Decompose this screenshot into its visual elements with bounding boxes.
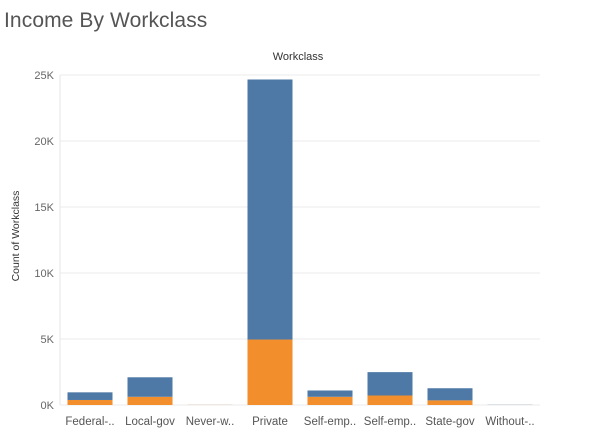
bar-segment-orange[interactable] xyxy=(307,396,353,405)
bar-segment-blue[interactable] xyxy=(247,79,293,340)
bar-segment-orange[interactable] xyxy=(127,396,173,405)
y-tick-label: 20K xyxy=(34,136,54,148)
bar-segment-blue[interactable] xyxy=(127,377,173,397)
page-title: Income By Workclass xyxy=(4,9,208,32)
x-tick-label: State-gov xyxy=(425,416,474,428)
y-tick-label: 15K xyxy=(34,202,54,214)
x-axis-title: Workclass xyxy=(273,51,324,63)
x-tick-label: Local-gov xyxy=(125,416,175,428)
y-tick-label: 25K xyxy=(34,70,54,82)
y-tick-label: 0K xyxy=(41,400,55,412)
bar-segment-orange[interactable] xyxy=(427,400,473,405)
y-tick-label: 10K xyxy=(34,268,54,280)
bar-segment-blue[interactable] xyxy=(367,372,413,396)
x-tick-label: Without-.. xyxy=(485,416,534,428)
x-tick-label: Self-emp.. xyxy=(364,416,416,428)
grid-lines xyxy=(59,74,540,406)
bar-segment-orange[interactable] xyxy=(367,395,413,405)
bar-segment-orange[interactable] xyxy=(67,399,113,405)
y-axis-title: Count of Workclass xyxy=(10,191,22,282)
bar-segment-blue[interactable] xyxy=(67,392,113,400)
y-axis-ticks: 0K 5K 10K 15K 20K 25K xyxy=(34,70,54,412)
bar-segment-orange[interactable] xyxy=(247,339,293,405)
bar-segment-blue[interactable] xyxy=(427,388,473,401)
x-axis-ticks: Federal-.. Local-gov Never-w.. Private Self-… xyxy=(65,416,534,428)
bars xyxy=(67,79,533,405)
x-tick-label: Never-w.. xyxy=(186,416,235,428)
x-tick-label: Self-emp.. xyxy=(304,416,356,428)
y-tick-label: 5K xyxy=(41,334,55,346)
bar-segment-blue[interactable] xyxy=(307,390,353,397)
x-tick-label: Federal-.. xyxy=(65,416,114,428)
x-tick-label: Private xyxy=(252,416,288,428)
